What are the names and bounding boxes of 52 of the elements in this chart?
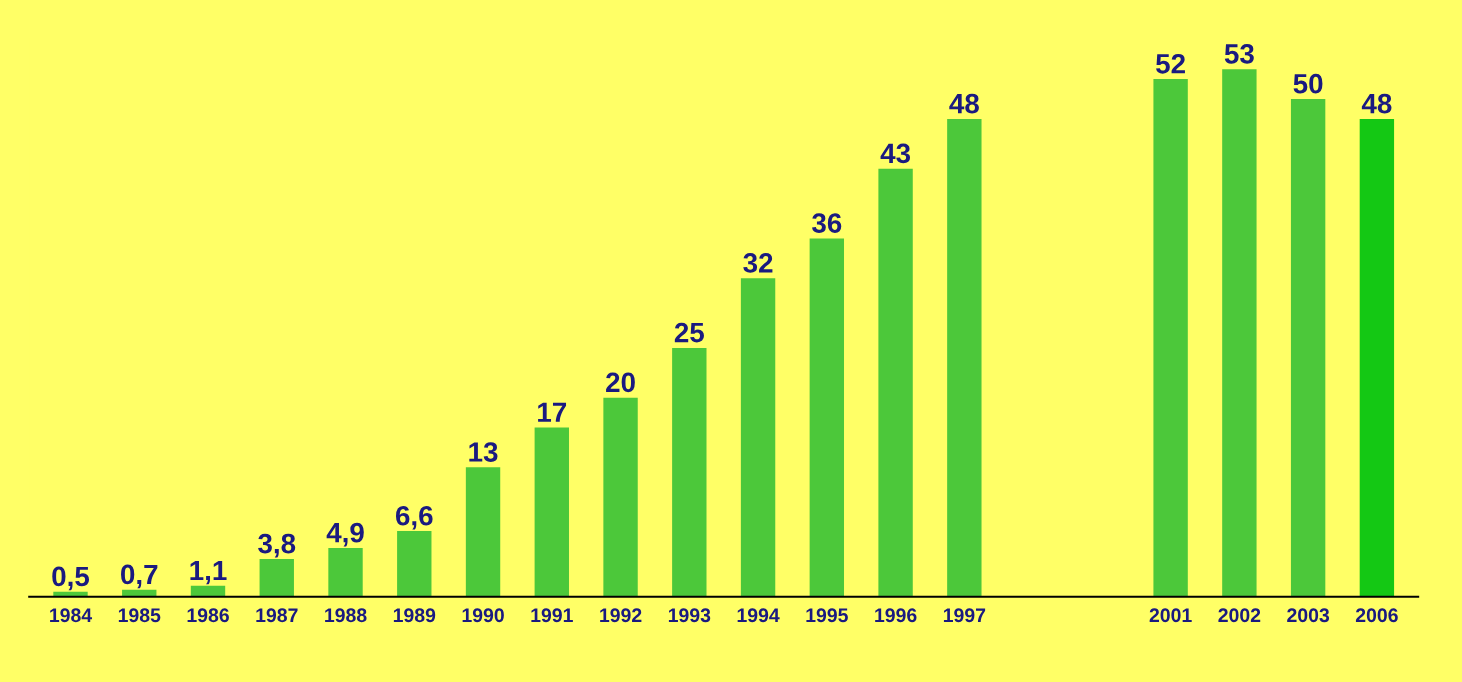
bar: [947, 118, 982, 597]
data-label: 36: [812, 213, 842, 233]
data-label: 52: [1156, 53, 1185, 74]
x-tick-label: 2001: [1149, 608, 1192, 623]
data-label: 53: [1224, 44, 1254, 64]
data-label: 32: [743, 253, 773, 273]
x-tick-label: 1987: [256, 608, 298, 623]
bar: [878, 168, 913, 597]
bar: [397, 531, 432, 597]
data-label: 48: [1361, 93, 1392, 114]
data-label: 13: [469, 442, 498, 462]
data-label: 0,5: [52, 566, 90, 591]
x-tick-label: 2006: [1355, 608, 1398, 623]
x-tick-label: 2003: [1287, 608, 1330, 623]
data-label: 20: [606, 372, 635, 393]
bar: [1290, 99, 1326, 597]
x-tick-label: 1990: [462, 608, 504, 623]
bar: [534, 427, 569, 597]
bar: [740, 278, 776, 597]
x-tick-label: 1991: [531, 608, 573, 623]
bar: [1222, 69, 1257, 597]
x-tick-label: 1995: [806, 608, 848, 623]
bar: [328, 547, 363, 597]
x-tick-label: 1985: [118, 608, 161, 623]
data-label: 25: [674, 322, 704, 343]
data-label: 43: [880, 143, 911, 164]
x-tick-label: 1986: [187, 608, 229, 623]
bar: [190, 585, 226, 597]
x-tick-label: 1992: [600, 608, 642, 623]
data-label: 50: [1293, 73, 1323, 94]
data-label: 0,7: [121, 564, 158, 589]
x-tick-label: 2002: [1218, 608, 1261, 623]
data-label: 4,9: [326, 522, 364, 547]
bar: [1153, 79, 1188, 597]
data-label: 17: [538, 402, 567, 422]
x-tick-label: 1997: [943, 608, 986, 623]
x-tick-label: 1988: [325, 608, 367, 623]
data-label: 6,6: [395, 505, 433, 530]
bar: [672, 347, 707, 597]
x-tick-label: 1984: [50, 608, 93, 623]
data-label: 1,1: [190, 560, 227, 585]
bar: [603, 397, 638, 597]
data-label: 48: [949, 93, 979, 114]
bar: [1359, 118, 1395, 597]
bar: [465, 467, 501, 597]
x-tick-label: 1996: [875, 608, 917, 623]
x-tick-label: 1993: [668, 608, 711, 623]
x-tick-label: 1994: [737, 608, 780, 623]
bar: [809, 238, 845, 597]
data-label: 3,8: [258, 533, 296, 558]
x-tick-label: 1989: [393, 608, 436, 623]
bar: [259, 558, 294, 597]
